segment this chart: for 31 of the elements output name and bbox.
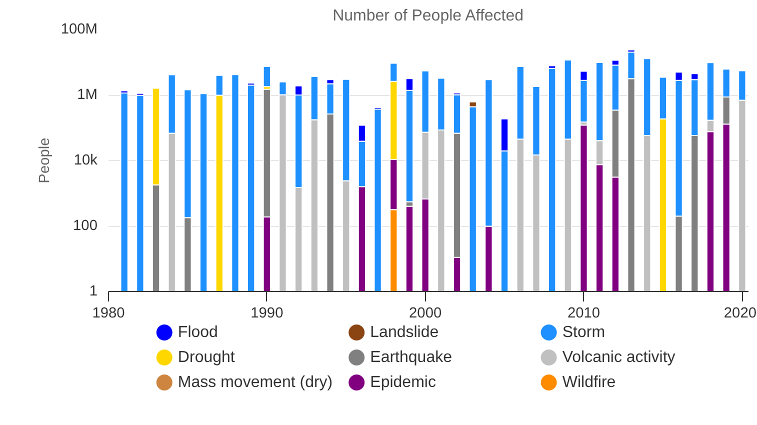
y-tick-label: 1M xyxy=(77,87,98,103)
x-tick-label: 1990 xyxy=(250,306,284,322)
y-tick-label: 1 xyxy=(89,284,98,300)
y-tick-label: 100 xyxy=(73,218,98,234)
bar xyxy=(580,124,588,292)
legend-label: Wildfire xyxy=(562,374,616,391)
bar xyxy=(548,68,556,292)
legend-label: Volcanic activity xyxy=(562,349,676,366)
chart-title: Number of People Affected xyxy=(332,8,524,24)
bar xyxy=(199,93,208,292)
bar xyxy=(374,108,382,292)
legend-label: Earthquake xyxy=(370,349,452,366)
y-tick-label: 10k xyxy=(74,152,98,168)
legend-label: Storm xyxy=(562,324,606,341)
legend-label: Flood xyxy=(178,324,218,341)
x-tick-label: 2010 xyxy=(567,306,600,322)
x-tick-label: 1980 xyxy=(92,306,125,322)
bar xyxy=(262,66,271,88)
bar xyxy=(247,84,256,292)
y-tick-label: 100M xyxy=(60,22,98,38)
x-tick-label: 2020 xyxy=(724,306,757,322)
legend-label: Landslide xyxy=(370,324,439,341)
legend-label: Mass movement (dry) xyxy=(178,374,333,391)
x-tick-label: 2000 xyxy=(409,306,442,322)
legend-label: Drought xyxy=(178,349,236,366)
bar xyxy=(405,206,414,292)
bar xyxy=(120,92,128,292)
legend-label: Epidemic xyxy=(370,374,436,391)
bar xyxy=(136,94,144,292)
bar xyxy=(231,74,240,292)
y-axis-title: People xyxy=(36,138,53,184)
